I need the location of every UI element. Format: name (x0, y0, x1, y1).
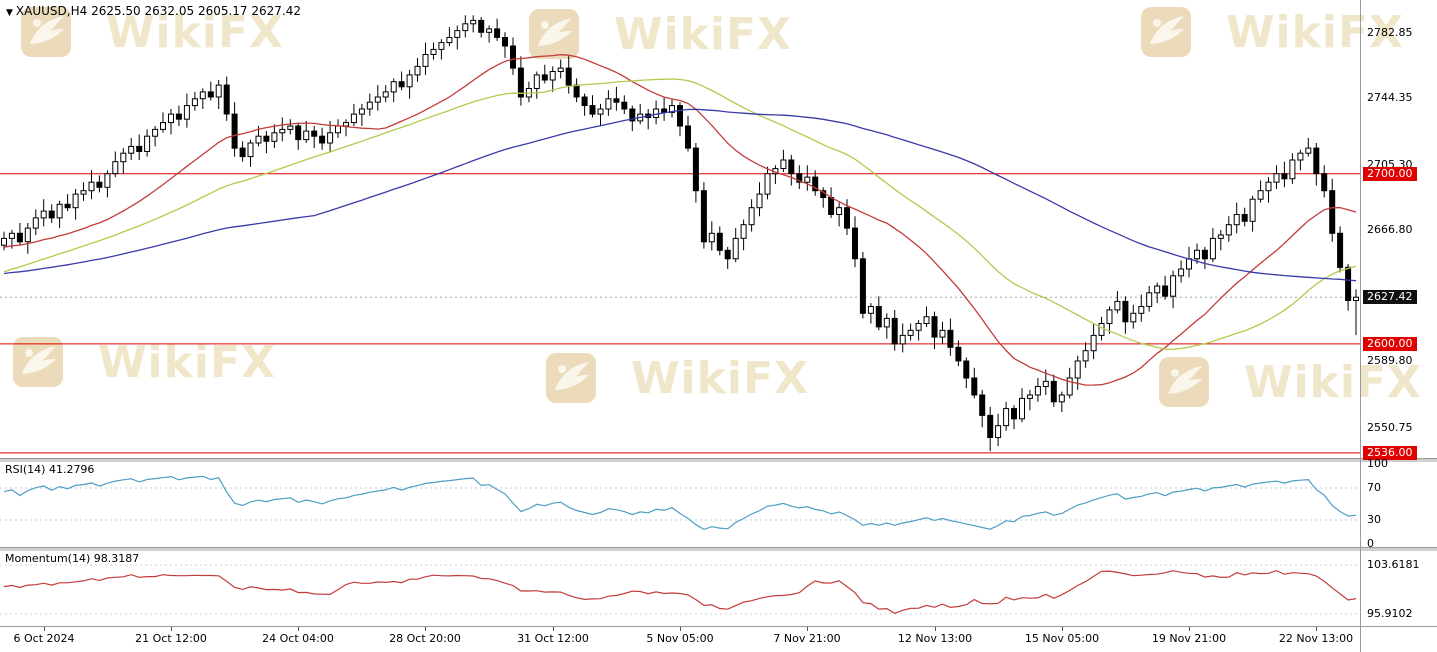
time-axis-tick (935, 627, 936, 631)
rsi-indicator-canvas[interactable] (0, 461, 1360, 547)
price-level-badge: 2700.00 (1363, 167, 1417, 181)
panel-divider[interactable] (0, 547, 1437, 551)
symbol-ohlc-text: XAUUSD,H4 2625.50 2632.05 2605.17 2627.4… (15, 4, 301, 18)
time-axis-label: 22 Nov 13:00 (1278, 632, 1354, 645)
price-axis-label: 2666.80 (1367, 223, 1413, 236)
time-axis-label: 21 Oct 12:00 (135, 632, 207, 645)
momentum-level-lines (0, 564, 1360, 615)
rsi-axis-label: 30 (1367, 513, 1381, 526)
chart-symbol-icon: ▼ (6, 8, 13, 18)
horizontal-levels (0, 173, 1360, 454)
rsi-level-lines (0, 487, 1360, 521)
time-axis-tick (425, 627, 426, 631)
time-axis-tick (44, 627, 45, 631)
symbol-info: ▼ XAUUSD,H4 2625.50 2632.05 2605.17 2627.… (6, 4, 301, 18)
momentum-axis-label: 103.6181 (1367, 558, 1420, 571)
time-axis-tick (1316, 627, 1317, 631)
price-axis-label: 2550.75 (1367, 421, 1413, 434)
time-axis-label: 5 Nov 05:00 (646, 632, 714, 645)
time-axis-tick (680, 627, 681, 631)
momentum-indicator-label: Momentum(14) 98.3187 (5, 552, 140, 565)
price-level-badge: 2600.00 (1363, 337, 1417, 351)
time-axis-label: 7 Nov 21:00 (773, 632, 841, 645)
time-axis-label: 6 Oct 2024 (13, 632, 75, 645)
momentum-axis-label: 95.9102 (1367, 607, 1413, 620)
time-axis-label: 19 Nov 21:00 (1151, 632, 1227, 645)
panel-divider[interactable] (0, 458, 1437, 462)
time-axis-tick (1062, 627, 1063, 631)
rsi-indicator-label: RSI(14) 41.2796 (5, 463, 95, 476)
time-axis-tick (553, 627, 554, 631)
time-axis-tick (171, 627, 172, 631)
rsi-axis-label: 100 (1367, 457, 1388, 470)
time-axis-line (0, 626, 1437, 627)
candlestick-chart-canvas[interactable] (0, 0, 1360, 458)
price-axis-label: 2782.85 (1367, 26, 1413, 39)
price-level-badge: 2536.00 (1363, 446, 1417, 460)
time-axis-label: 28 Oct 20:00 (389, 632, 461, 645)
price-axis-label: 2589.80 (1367, 354, 1413, 367)
time-axis-tick (1189, 627, 1190, 631)
price-axis-label: 2744.35 (1367, 91, 1413, 104)
price-axis[interactable]: 2782.85 2744.35 2705.30 2700.00 2666.80 2627.… (1360, 0, 1437, 652)
time-axis-label: 31 Oct 12:00 (517, 632, 589, 645)
rsi-axis-label: 0 (1367, 537, 1374, 550)
rsi-line (3, 475, 1357, 531)
candles (1, 15, 1359, 452)
momentum-line (3, 569, 1357, 614)
rsi-axis-label: 70 (1367, 481, 1381, 494)
time-axis[interactable]: 6 Oct 2024 21 Oct 12:00 24 Oct 04:00 28 Oct… (0, 627, 1360, 652)
ma-lines (3, 54, 1357, 386)
momentum-indicator-canvas[interactable] (0, 550, 1360, 626)
time-axis-label: 15 Nov 05:00 (1024, 632, 1100, 645)
time-axis-tick (807, 627, 808, 631)
time-axis-label: 12 Nov 13:00 (897, 632, 973, 645)
time-axis-label: 24 Oct 04:00 (262, 632, 334, 645)
price-level-badge: 2627.42 (1363, 290, 1417, 304)
time-axis-tick (298, 627, 299, 631)
